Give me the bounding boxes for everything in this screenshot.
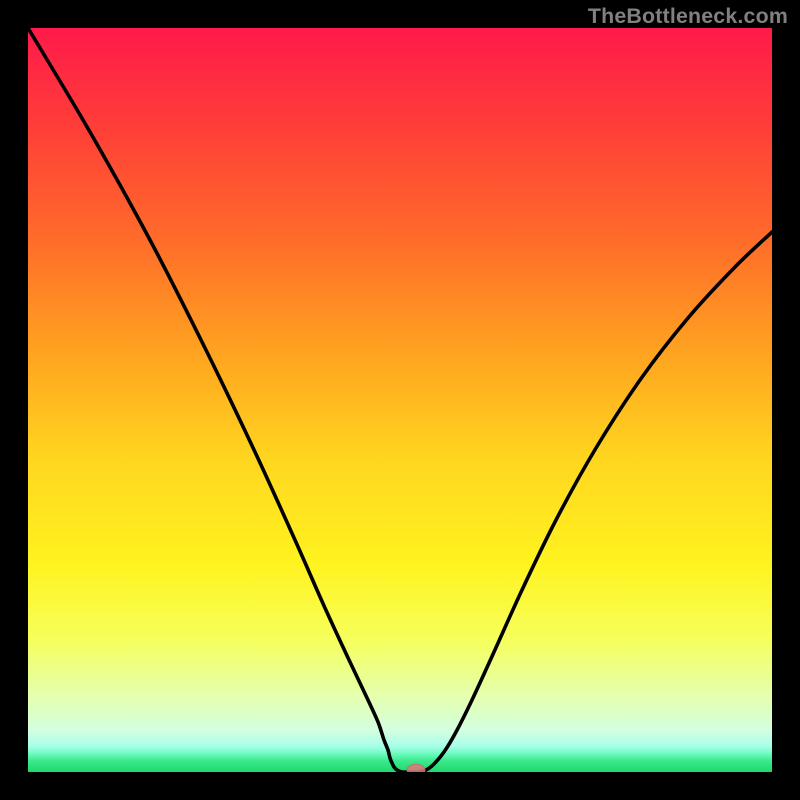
bottleneck-chart	[0, 0, 800, 800]
watermark-text: TheBottleneck.com	[588, 4, 788, 29]
figure-stage: TheBottleneck.com	[0, 0, 800, 800]
gradient-background	[28, 28, 772, 772]
